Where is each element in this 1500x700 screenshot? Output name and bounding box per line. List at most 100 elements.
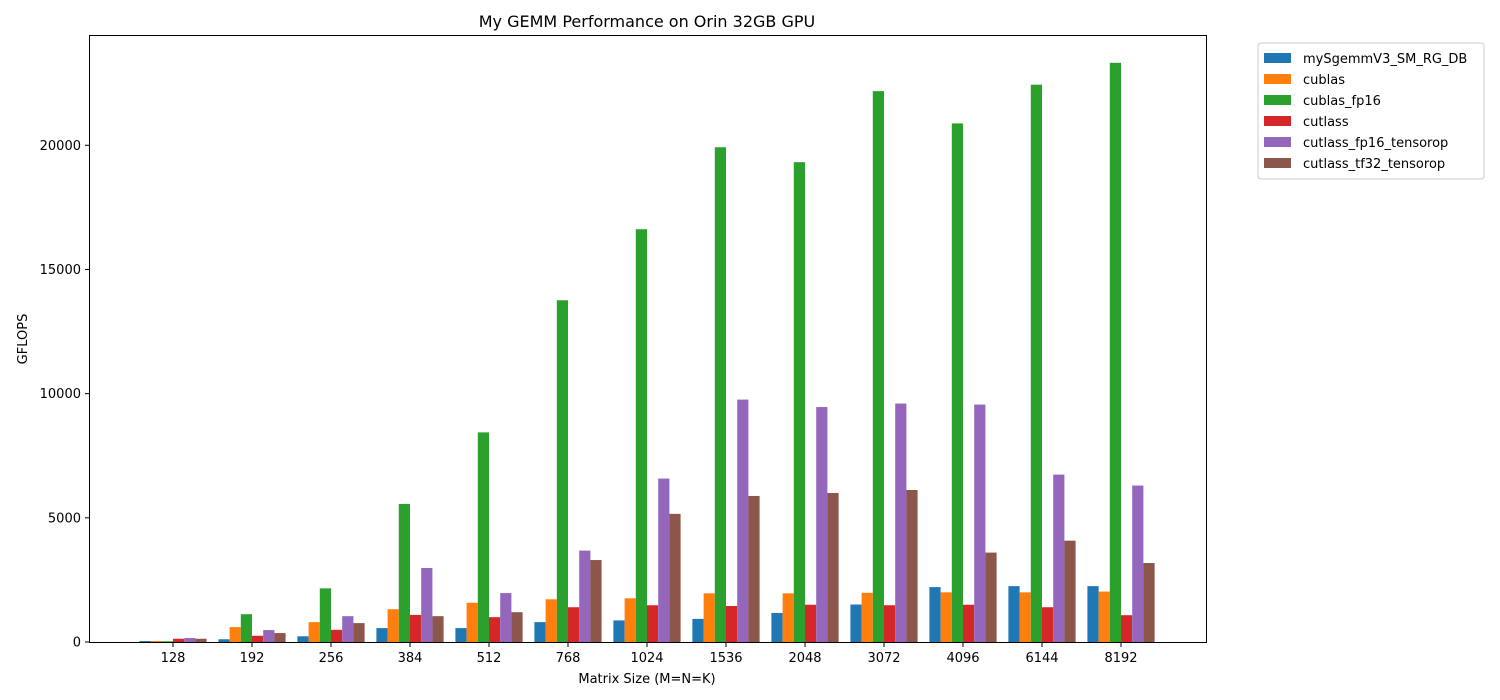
bar-mySgemmV3_SM_RG_DB-1024: [613, 620, 625, 642]
legend-swatch-mySgemmV3_SM_RG_DB: [1264, 53, 1291, 63]
x-tick-label-128: 128: [161, 651, 186, 666]
bar-mySgemmV3_SM_RG_DB-512: [455, 628, 467, 642]
bar-cutlass_fp16_tensorop-4096: [974, 404, 986, 642]
bar-cutlass-8192: [1121, 615, 1133, 642]
bar-cutlass_fp16_tensorop-128: [184, 638, 196, 642]
bar-cublas_fp16-2048: [793, 162, 805, 643]
bar-cublas-4096: [940, 592, 952, 642]
y-tick-label-10000: 10000: [40, 387, 81, 402]
x-tick-label-384: 384: [398, 651, 423, 666]
bar-cutlass_tf32_tensorop-384: [432, 616, 444, 642]
y-tick-label-20000: 20000: [40, 139, 81, 154]
bar-cutlass_tf32_tensorop-1024: [669, 513, 681, 642]
bar-cutlass_tf32_tensorop-6144: [1064, 540, 1076, 642]
x-tick-label-512: 512: [477, 651, 502, 666]
bar-cublas-3072: [861, 592, 873, 642]
bar-cutlass-128: [173, 638, 185, 642]
bar-cublas-128: [150, 641, 162, 642]
bar-cutlass_tf32_tensorop-512: [511, 612, 523, 642]
bar-cutlass_tf32_tensorop-8192: [1143, 563, 1155, 642]
bar-cublas_fp16-4096: [951, 123, 963, 643]
bar-mySgemmV3_SM_RG_DB-192: [218, 639, 230, 642]
bar-cutlass_fp16_tensorop-256: [342, 616, 354, 642]
x-tick-label-3072: 3072: [867, 651, 900, 666]
bar-cublas_fp16-192: [240, 614, 252, 642]
bar-cutlass_fp16_tensorop-8192: [1132, 485, 1144, 642]
x-tick-label-768: 768: [556, 651, 581, 666]
bar-mySgemmV3_SM_RG_DB-2048: [771, 612, 783, 642]
bar-cutlass_fp16_tensorop-2048: [816, 407, 828, 642]
x-tick-label-1536: 1536: [709, 651, 742, 666]
bar-cublas_fp16-512: [477, 432, 489, 642]
bar-cutlass-1024: [647, 605, 659, 642]
legend-label-cutlass: cutlass: [1303, 115, 1349, 130]
bar-mySgemmV3_SM_RG_DB-768: [534, 622, 546, 642]
y-tick-label-0: 0: [73, 636, 81, 651]
x-tick-label-8192: 8192: [1104, 651, 1137, 666]
bar-mySgemmV3_SM_RG_DB-128: [139, 641, 151, 642]
legend-label-cutlass_tf32_tensorop: cutlass_tf32_tensorop: [1303, 157, 1445, 172]
bar-cublas_fp16-3072: [872, 91, 884, 642]
bar-cublas-512: [466, 602, 478, 642]
bar-cutlass_tf32_tensorop-128: [195, 638, 207, 642]
bar-mySgemmV3_SM_RG_DB-8192: [1087, 586, 1099, 642]
bar-cutlass_tf32_tensorop-3072: [906, 490, 918, 642]
bar-cublas-1024: [624, 598, 636, 642]
bar-cublas-192: [229, 627, 241, 642]
legend-swatch-cublas_fp16: [1264, 95, 1291, 105]
legend-swatch-cutlass: [1264, 116, 1291, 126]
bar-cutlass_tf32_tensorop-192: [274, 633, 286, 642]
legend-box: [1257, 42, 1485, 180]
bar-cutlass_tf32_tensorop-768: [590, 560, 602, 642]
bar-cutlass-384: [410, 614, 422, 642]
bar-cutlass-768: [568, 607, 580, 642]
bar-cublas_fp16-128: [161, 641, 173, 642]
x-tick-label-6144: 6144: [1025, 651, 1058, 666]
bar-cublas-2048: [782, 593, 794, 642]
bar-cutlass-2048: [805, 604, 817, 642]
y-tick-label-5000: 5000: [48, 511, 81, 526]
legend-swatch-cutlass_tf32_tensorop: [1264, 158, 1291, 168]
bar-cutlass_tf32_tensorop-256: [353, 623, 365, 642]
bar-cutlass-256: [331, 629, 343, 642]
bar-cublas_fp16-1024: [635, 229, 647, 642]
x-axis-label: Matrix Size (M=N=K): [578, 672, 715, 687]
chart-title: My GEMM Performance on Orin 32GB GPU: [479, 12, 815, 31]
legend-label-cutlass_fp16_tensorop: cutlass_fp16_tensorop: [1303, 136, 1448, 151]
bar-cutlass_fp16_tensorop-6144: [1053, 474, 1065, 642]
y-axis-label: GFLOPS: [16, 314, 31, 365]
x-tick-label-2048: 2048: [788, 651, 821, 666]
bar-cublas_fp16-384: [398, 503, 410, 642]
bar-cublas-1536: [703, 593, 715, 642]
bar-cutlass_fp16_tensorop-768: [579, 550, 591, 642]
bar-cutlass_fp16_tensorop-512: [500, 593, 512, 642]
bar-cublas_fp16-8192: [1109, 62, 1121, 642]
bar-cublas_fp16-768: [556, 300, 568, 642]
bar-cublas-768: [545, 599, 557, 642]
bar-mySgemmV3_SM_RG_DB-1536: [692, 618, 704, 642]
bar-cublas-6144: [1019, 592, 1031, 642]
legend-label-mySgemmV3_SM_RG_DB: mySgemmV3_SM_RG_DB: [1303, 52, 1467, 67]
bar-cutlass_fp16_tensorop-1024: [658, 478, 670, 642]
bar-cutlass_fp16_tensorop-3072: [895, 403, 907, 642]
bar-cublas_fp16-1536: [714, 147, 726, 642]
bar-cutlass-3072: [884, 605, 896, 642]
bar-cutlass-512: [489, 617, 501, 642]
x-tick-label-192: 192: [240, 651, 265, 666]
bar-cutlass_fp16_tensorop-192: [263, 630, 275, 642]
bar-cutlass_tf32_tensorop-4096: [985, 552, 997, 642]
bar-cublas_fp16-256: [319, 588, 331, 642]
bar-cublas-8192: [1098, 591, 1110, 642]
bar-cutlass-4096: [963, 604, 975, 642]
bar-cutlass_tf32_tensorop-2048: [827, 492, 839, 642]
legend-swatch-cublas: [1264, 74, 1291, 84]
bar-mySgemmV3_SM_RG_DB-4096: [929, 587, 941, 642]
bar-cutlass_fp16_tensorop-384: [421, 567, 433, 642]
x-tick-label-1024: 1024: [630, 651, 663, 666]
bars-layer: [139, 62, 1155, 643]
legend-swatch-cutlass_fp16_tensorop: [1264, 137, 1291, 147]
bar-cublas_fp16-6144: [1030, 84, 1042, 643]
bar-cublas-256: [308, 622, 320, 642]
y-ticks-layer: 0 5000 10000 15000 20000: [40, 139, 90, 651]
